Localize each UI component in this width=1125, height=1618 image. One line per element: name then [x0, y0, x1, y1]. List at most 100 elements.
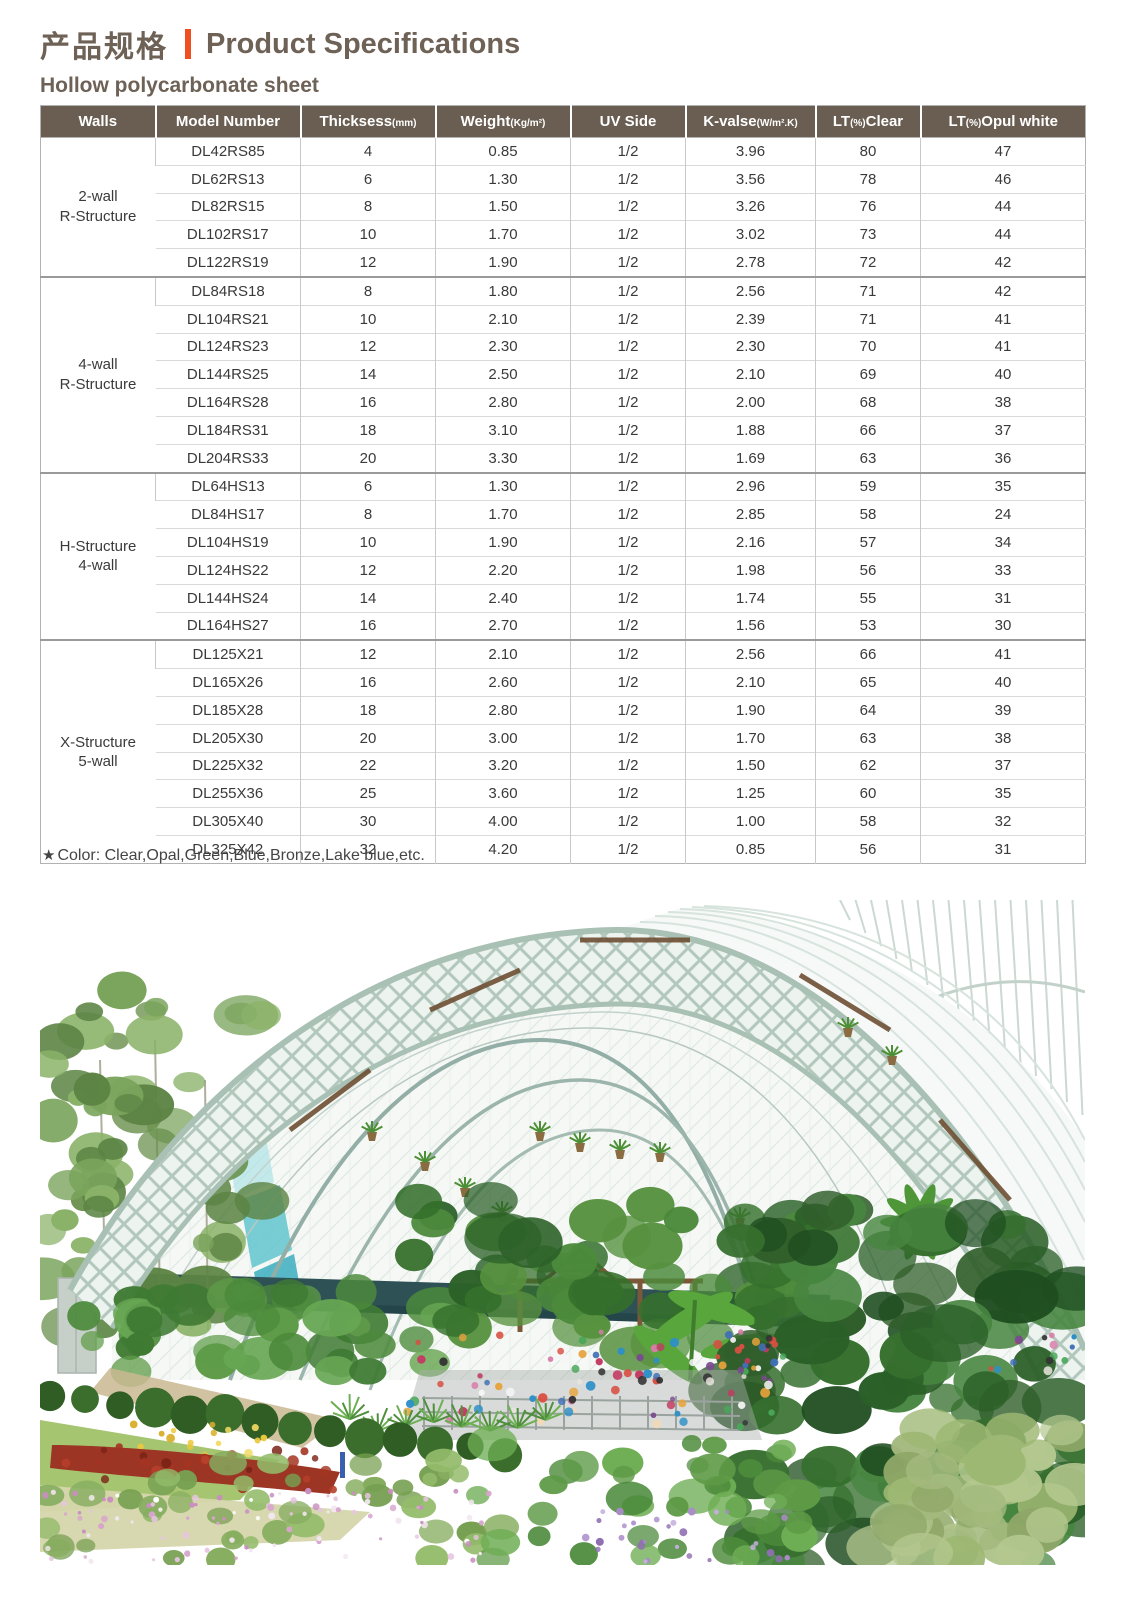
- spec-cell: 2.56: [685, 275, 816, 306]
- spec-cell: 1/2: [570, 611, 686, 641]
- spec-cell: 3.10: [435, 415, 571, 445]
- table-row: DL164RS28 16 2.80 1/2 2.00 68 38: [41, 388, 1086, 417]
- spec-cell: 42: [920, 275, 1086, 306]
- spec-cell: DL325X42: [155, 834, 301, 864]
- spec-cell: 1.70: [435, 500, 571, 529]
- spec-cell: 78: [815, 164, 921, 194]
- spec-cell: DL84HS17: [155, 500, 301, 529]
- spec-cell: DL64HS13: [155, 471, 301, 501]
- spec-cell: 8: [300, 192, 436, 221]
- spec-cell: 1/2: [570, 388, 686, 417]
- spec-cell: DL225X32: [155, 751, 301, 780]
- spec-cell: 1/2: [570, 192, 686, 221]
- spec-cell: 3.60: [435, 779, 571, 808]
- spec-cell: 2.78: [685, 248, 816, 277]
- spec-cell: 53: [815, 611, 921, 641]
- spec-cell: 66: [815, 639, 921, 669]
- title-divider-bar: [185, 29, 191, 59]
- main-truss-arch: [70, 929, 1085, 1380]
- column-header-weight: Weight(Kg/m²): [434, 105, 571, 138]
- spec-cell: 40: [920, 360, 1086, 389]
- table-row: DL104HS19 10 1.90 1/2 2.16 57 34: [41, 528, 1086, 557]
- spec-cell: 58: [815, 500, 921, 529]
- spec-cell: DL255X36: [155, 779, 301, 808]
- spec-cell: 2.10: [435, 639, 571, 669]
- spec-cell: 1/2: [570, 471, 686, 501]
- spec-cell: 2.10: [685, 668, 816, 697]
- table-row: DL184RS31 18 3.10 1/2 1.88 66 37: [41, 415, 1086, 445]
- table-row: H-Structure 4-wall DL64HS13 6 1.30 1/2 2.96 59 3…: [40, 471, 1086, 641]
- spec-cell: 0.85: [685, 834, 816, 864]
- spec-cell: 8: [300, 500, 436, 529]
- table-row: DL164HS27 16 2.70 1/2 1.56 53 30: [41, 611, 1086, 641]
- color-note-text: Color: Clear,Opal,Green,Blue,Bronze,Lake…: [57, 847, 425, 864]
- spec-cell: 18: [300, 695, 436, 725]
- spec-cell: 3.56: [685, 164, 816, 194]
- spec-cell: 2.56: [685, 639, 816, 669]
- greenhouse-photo: [40, 900, 1085, 1565]
- spec-cell: 41: [920, 304, 1086, 334]
- spec-cell: 20: [300, 443, 436, 473]
- table-row: X-Structure 5-wall DL125X21 12 2.10 1/2 2.56 66…: [40, 639, 1086, 864]
- spec-cell: 56: [815, 834, 921, 864]
- spec-cell: 63: [815, 723, 921, 753]
- spec-cell: DL124RS23: [155, 332, 301, 361]
- spec-cell: DL184RS31: [155, 415, 301, 445]
- spec-cell: 2.30: [685, 332, 816, 361]
- greenhouse-photo-svg: [40, 900, 1085, 1565]
- sage-bushes: [846, 1408, 1085, 1565]
- spec-cell: 69: [815, 360, 921, 389]
- spec-cell: 37: [920, 751, 1086, 780]
- spec-cell: 1/2: [570, 583, 686, 613]
- spec-cell: 1/2: [570, 137, 686, 166]
- spec-cell: 1/2: [570, 332, 686, 361]
- spec-cell: 65: [815, 668, 921, 697]
- spec-cell: 2.96: [685, 471, 816, 501]
- spec-cell: 2.39: [685, 304, 816, 334]
- spec-cell: 2.16: [685, 528, 816, 557]
- spec-cell: DL62RS13: [155, 164, 301, 194]
- spec-cell: DL164HS27: [155, 611, 301, 641]
- table-row: DL225X32 22 3.20 1/2 1.50 62 37: [41, 751, 1086, 780]
- column-header-lt-opal-white: LT(%)Opul white: [919, 105, 1086, 138]
- spec-cell: 20: [300, 723, 436, 753]
- spec-cell: 1.70: [435, 220, 571, 249]
- spec-cell: 16: [300, 611, 436, 641]
- walls-group-label: H-Structure 4-wall: [40, 471, 156, 641]
- page-title-english: Product Specifications: [206, 27, 521, 60]
- spec-cell: 10: [300, 304, 436, 334]
- spec-cell: 41: [920, 332, 1086, 361]
- table-row: 4-wall R-Structure DL84RS18 8 1.80 1/2 2.56 71 4…: [40, 275, 1086, 473]
- spec-cell: 55: [815, 583, 921, 613]
- table-row: DL165X26 16 2.60 1/2 2.10 65 40: [41, 668, 1086, 697]
- spec-cell: 1/2: [570, 639, 686, 669]
- table-row: DL84HS17 8 1.70 1/2 2.85 58 24: [41, 500, 1086, 529]
- spec-cell: 12: [300, 639, 436, 669]
- pink-flower-dots: [42, 1487, 492, 1564]
- column-header-lt-clear: LT(%)Clear: [814, 105, 921, 138]
- spec-cell: DL144HS24: [155, 583, 301, 613]
- spec-cell: 16: [300, 668, 436, 697]
- spec-cell: 1/2: [570, 555, 686, 585]
- spec-cell: 62: [815, 751, 921, 780]
- column-header-model-number: Model Number: [154, 105, 301, 138]
- spec-cell: 44: [920, 220, 1086, 249]
- spec-cell: 10: [300, 528, 436, 557]
- spec-cell: 42: [920, 248, 1086, 277]
- spec-cell: 1/2: [570, 248, 686, 277]
- spec-cell: 38: [920, 388, 1086, 417]
- spec-cell: DL205X30: [155, 723, 301, 753]
- spec-table-header: Walls Model Number Thicksess(mm) Weight(Kg/…: [40, 105, 1086, 138]
- spec-cell: 30: [920, 611, 1086, 641]
- table-row: DL204RS33 20 3.30 1/2 1.69 63 36: [41, 443, 1086, 473]
- spec-cell: DL144RS25: [155, 360, 301, 389]
- spec-cell: 71: [815, 275, 921, 306]
- spec-cell: 18: [300, 415, 436, 445]
- spec-cell: 64: [815, 695, 921, 725]
- spec-cell: 1.56: [685, 611, 816, 641]
- spec-cell: 66: [815, 415, 921, 445]
- spec-cell: 2.50: [435, 360, 571, 389]
- mid-bushes: [67, 1274, 471, 1388]
- spec-cell: 38: [920, 723, 1086, 753]
- spec-cell: 1/2: [570, 807, 686, 836]
